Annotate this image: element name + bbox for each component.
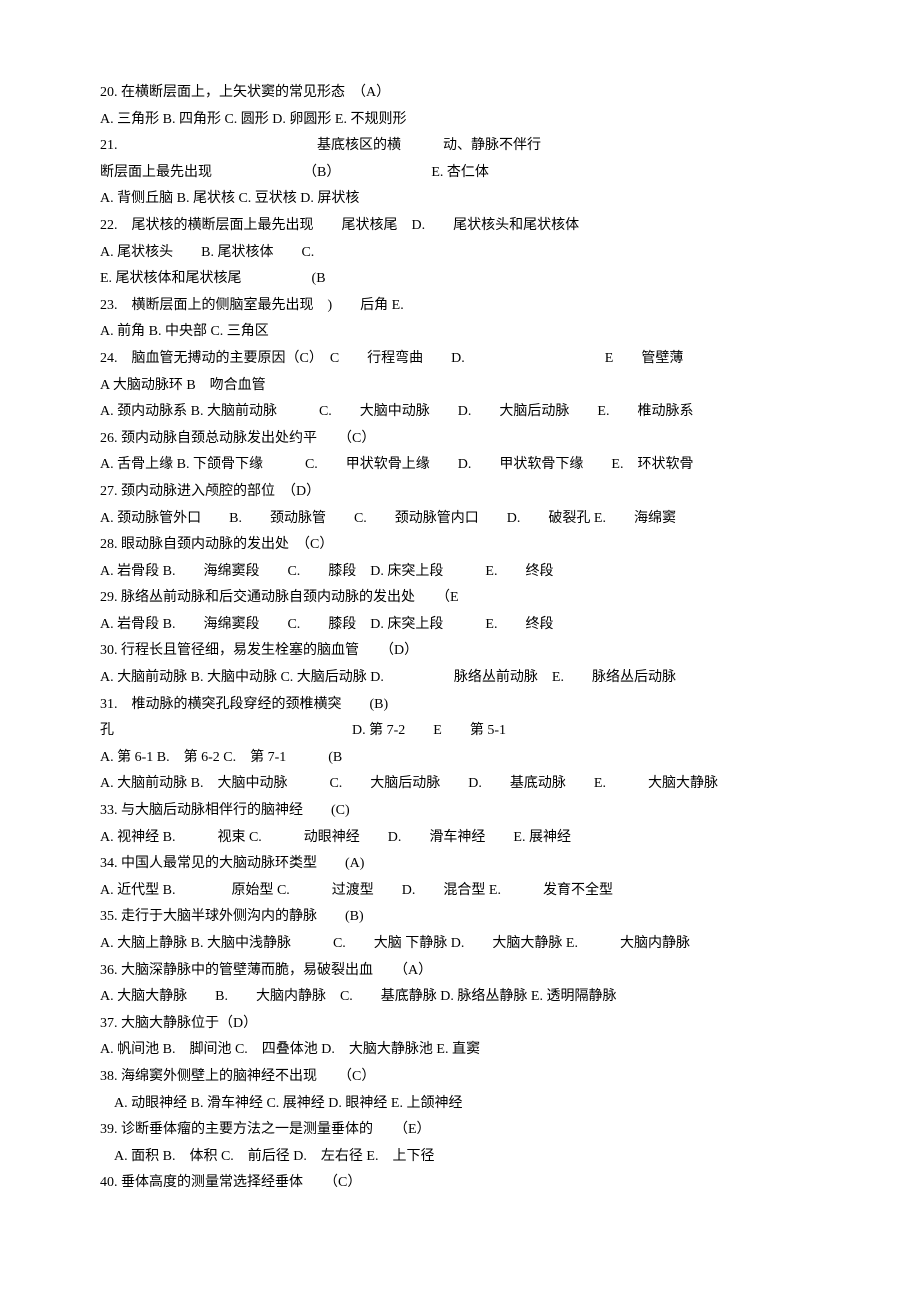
question-stem: 35. 走行于大脑半球外侧沟内的静脉 (B) bbox=[100, 904, 860, 931]
question-stem: 27. 颈内动脉进入颅腔的部位 （D） bbox=[100, 479, 860, 506]
question-options: A. 岩骨段 B. 海绵窦段 C. 膝段 D. 床突上段 E. 终段 bbox=[100, 559, 860, 586]
question-options: 孔 D. 第 7-2 E 第 5-1 bbox=[100, 718, 860, 745]
question-stem: 30. 行程长且管径细，易发生栓塞的脑血管 （D） bbox=[100, 638, 860, 665]
question-stem: 31. 椎动脉的横突孔段穿经的颈椎横突 (B) bbox=[100, 692, 860, 719]
question-options: 22. 尾状核的横断层面上最先出现 尾状核尾 D. 尾状核头和尾状核体 bbox=[100, 213, 860, 240]
question-stem: 20. 在横断层面上，上矢状窦的常见形态 （A） bbox=[100, 80, 860, 107]
question-stem: 37. 大脑大静脉位于（D） bbox=[100, 1011, 860, 1038]
page: 20. 在横断层面上，上矢状窦的常见形态 （A）A. 三角形 B. 四角形 C.… bbox=[0, 0, 920, 1257]
question-stem: 28. 眼动脉自颈内动脉的发出处 （C） bbox=[100, 532, 860, 559]
question-stem: 40. 垂体高度的测量常选择经垂体 （C） bbox=[100, 1170, 860, 1197]
question-options: A. 大脑大静脉 B. 大脑内静脉 C. 基底静脉 D. 脉络丛静脉 E. 透明… bbox=[100, 984, 860, 1011]
question-stem: 23. 横断层面上的侧脑室最先出现 ) 后角 E. bbox=[100, 293, 860, 320]
question-stem: 38. 海绵窦外侧壁上的脑神经不出现 （C） bbox=[100, 1064, 860, 1091]
question-stem: A. 颈内动脉系 B. 大脑前动脉 C. 大脑中动脉 D. 大脑后动脉 E. 椎… bbox=[100, 399, 860, 426]
question-options: 断层面上最先出现 （B） E. 杏仁体 bbox=[100, 160, 860, 187]
question-stem: 34. 中国人最常见的大脑动脉环类型 (A) bbox=[100, 851, 860, 878]
question-stem: A. 背侧丘脑 B. 尾状核 C. 豆状核 D. 屏状核 bbox=[100, 186, 860, 213]
question-stem: 24. 脑血管无搏动的主要原因（C） C 行程弯曲 D. E 管壁薄 bbox=[100, 346, 860, 373]
question-stem: 21. 基底核区的横 动、静脉不伴行 bbox=[100, 133, 860, 160]
question-options: A. 舌骨上缘 B. 下颌骨下缘 C. 甲状软骨上缘 D. 甲状软骨下缘 E. … bbox=[100, 452, 860, 479]
question-options: A. 颈动脉管外口 B. 颈动脉管 C. 颈动脉管内口 D. 破裂孔 E. 海绵… bbox=[100, 506, 860, 533]
question-stem: 36. 大脑深静脉中的管壁薄而脆，易破裂出血 （A） bbox=[100, 958, 860, 985]
question-options: A. 视神经 B. 视束 C. 动眼神经 D. 滑车神经 E. 展神经 bbox=[100, 825, 860, 852]
question-list: 20. 在横断层面上，上矢状窦的常见形态 （A）A. 三角形 B. 四角形 C.… bbox=[100, 80, 860, 1197]
question-options: A. 动眼神经 B. 滑车神经 C. 展神经 D. 眼神经 E. 上颌神经 bbox=[100, 1091, 860, 1118]
question-options: A. 前角 B. 中央部 C. 三角区 bbox=[100, 319, 860, 346]
question-stem: 29. 脉络丛前动脉和后交通动脉自颈内动脉的发出处 （E bbox=[100, 585, 860, 612]
question-options: E. 尾状核体和尾状核尾 (B bbox=[100, 266, 860, 293]
question-options: A. 三角形 B. 四角形 C. 圆形 D. 卵圆形 E. 不规则形 bbox=[100, 107, 860, 134]
question-options: A 大脑动脉环 B 吻合血管 bbox=[100, 373, 860, 400]
question-stem: 39. 诊断垂体瘤的主要方法之一是测量垂体的 （E） bbox=[100, 1117, 860, 1144]
question-options: A. 近代型 B. 原始型 C. 过渡型 D. 混合型 E. 发育不全型 bbox=[100, 878, 860, 905]
question-stem: A. 尾状核头 B. 尾状核体 C. bbox=[100, 240, 860, 267]
question-options: A. 大脑上静脉 B. 大脑中浅静脉 C. 大脑 下静脉 D. 大脑大静脉 E.… bbox=[100, 931, 860, 958]
question-options: A. 大脑前动脉 B. 大脑中动脉 C. 大脑后动脉 D. 脉络丛前动脉 E. … bbox=[100, 665, 860, 692]
question-options: A. 帆间池 B. 脚间池 C. 四叠体池 D. 大脑大静脉池 E. 直窦 bbox=[100, 1037, 860, 1064]
question-options: A. 岩骨段 B. 海绵窦段 C. 膝段 D. 床突上段 E. 终段 bbox=[100, 612, 860, 639]
question-options: A. 面积 B. 体积 C. 前后径 D. 左右径 E. 上下径 bbox=[100, 1144, 860, 1171]
question-stem: A. 第 6-1 B. 第 6-2 C. 第 7-1 (B bbox=[100, 745, 860, 772]
question-stem: 33. 与大脑后动脉相伴行的脑神经 (C) bbox=[100, 798, 860, 825]
question-options: A. 大脑前动脉 B. 大脑中动脉 C. 大脑后动脉 D. 基底动脉 E. 大脑… bbox=[100, 771, 860, 798]
question-stem: 26. 颈内动脉自颈总动脉发出处约平 （C） bbox=[100, 426, 860, 453]
